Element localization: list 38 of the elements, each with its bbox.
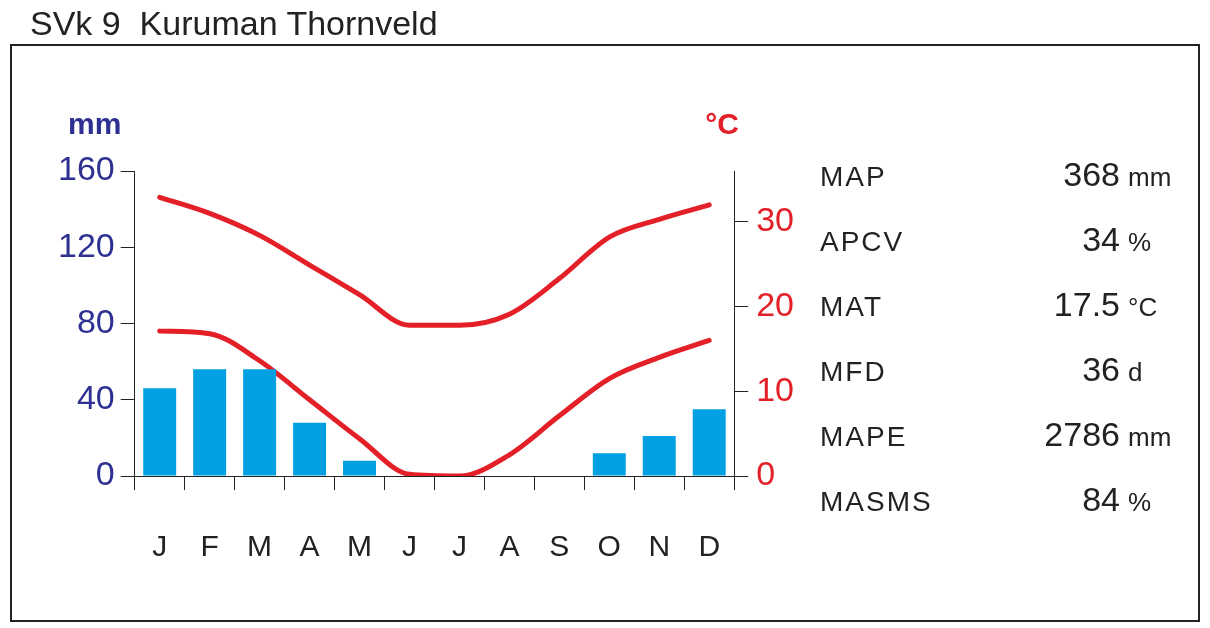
y2-tick-label: 0 [756, 454, 776, 493]
x-tick-label: J [451, 529, 467, 563]
text: MAP 368 mm [820, 155, 1172, 193]
bar [193, 369, 227, 476]
text: MAPE 2786 mm [820, 415, 1172, 453]
x-tick-label: M [347, 529, 373, 563]
y2-tick-label: 30 [756, 200, 795, 239]
text: APCV 34 % [820, 220, 1152, 258]
text: MAT 17.5 °C [820, 285, 1158, 323]
bar [143, 388, 177, 476]
x-tick-label: J [401, 529, 417, 563]
x-tick-label: J [152, 529, 168, 563]
x-tick-label: O [597, 529, 621, 563]
y-tick-label: 80 [76, 301, 115, 340]
y-tick-label: 160 [57, 149, 115, 188]
text: MFD 36 d [820, 350, 1143, 388]
text: MASMS 84 % [820, 480, 1152, 518]
bar [243, 369, 277, 476]
x-tick-label: A [499, 529, 520, 563]
x-tick-label: N [648, 529, 671, 563]
x-tick-label: F [200, 529, 219, 563]
x-tick-label: S [549, 529, 570, 563]
x-tick-label: D [698, 529, 721, 563]
y2-tick-label: 10 [756, 369, 795, 408]
bar [293, 422, 327, 476]
bar [642, 435, 676, 476]
x-tick-label: M [247, 529, 273, 563]
y-axis-title: mm [68, 107, 122, 141]
y2-tick-label: 20 [756, 284, 795, 323]
bar [592, 453, 626, 476]
bar [692, 409, 726, 476]
x-tick-label: A [299, 529, 320, 563]
y-tick-label: 0 [95, 454, 115, 493]
chart-title: SVk 9 Kuruman Thornveld [30, 4, 438, 43]
bar [343, 460, 377, 476]
y2-axis-title: °C [705, 107, 740, 141]
y-tick-label: 40 [76, 378, 115, 417]
y-tick-label: 120 [57, 225, 115, 264]
